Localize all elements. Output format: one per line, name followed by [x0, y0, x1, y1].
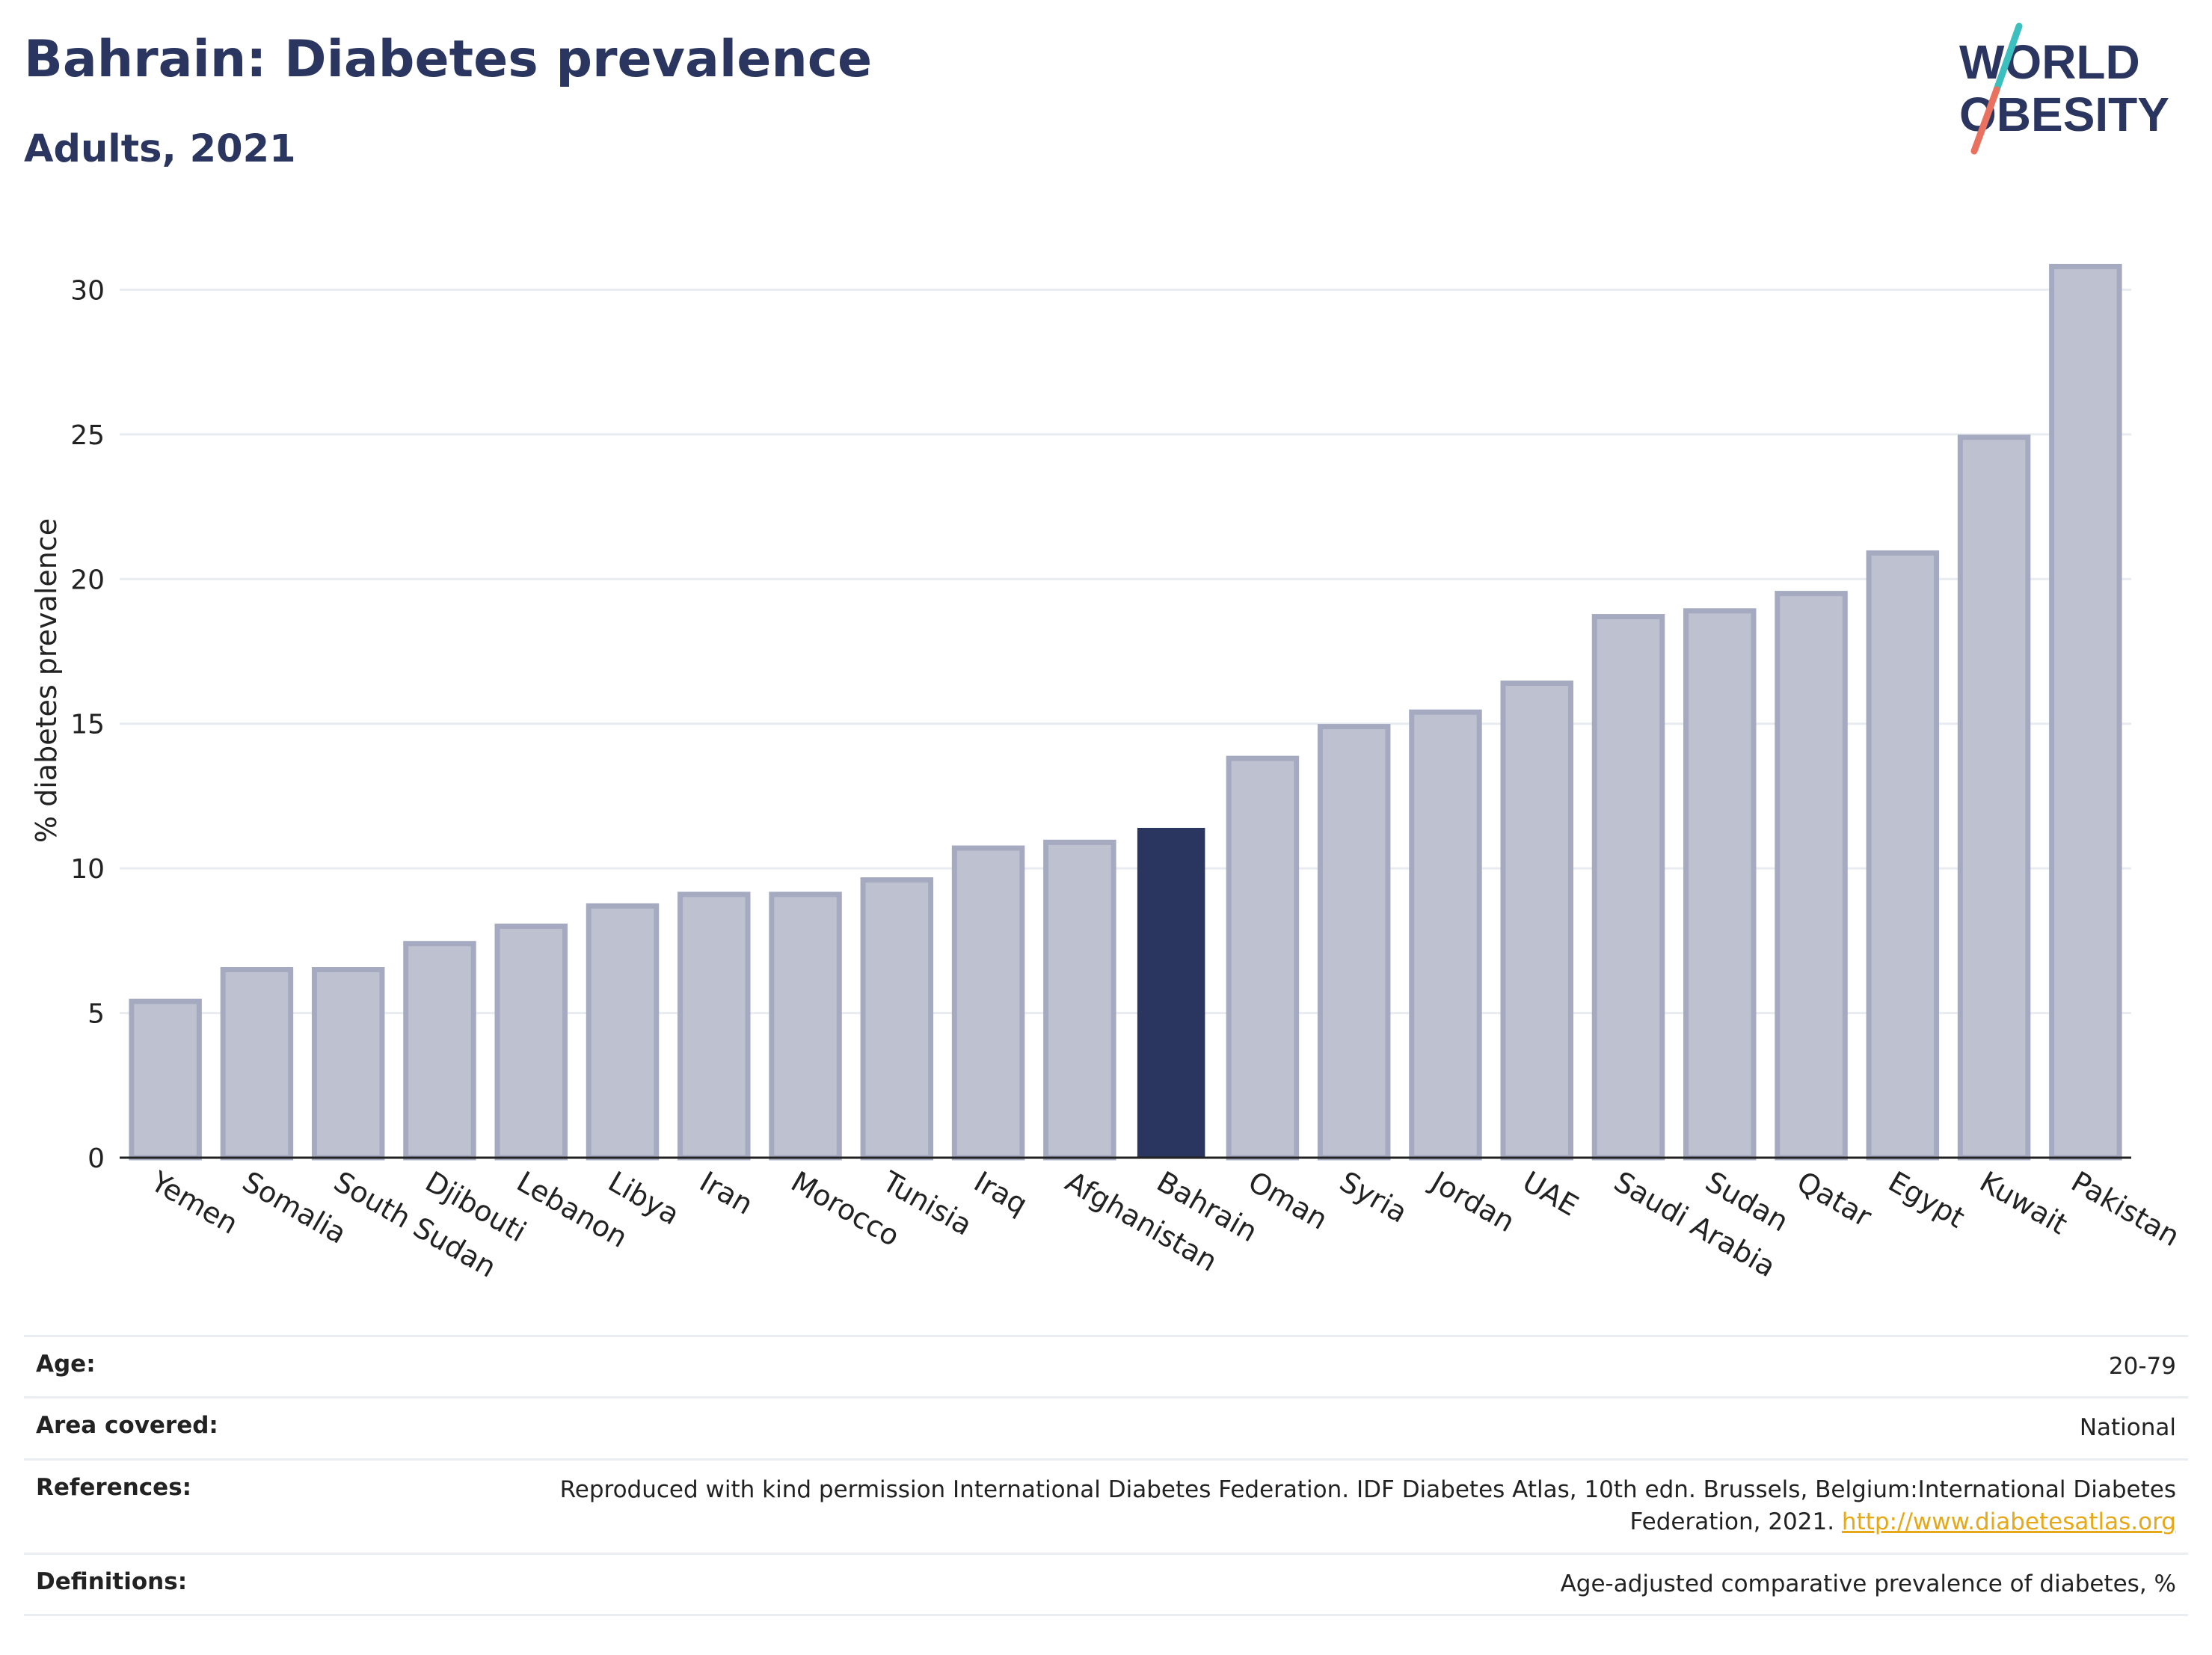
bar-uae [1500, 681, 1573, 1161]
info-row-references: References: Reproduced with kind permiss… [24, 1458, 2188, 1553]
logo-line-world: WORLD [1959, 35, 2140, 89]
definitions-value: Age-adjusted comparative prevalence of d… [1560, 1570, 2176, 1597]
info-table: Age: 20-79 Area covered: National Refere… [24, 1335, 2188, 1616]
x-tick-label: Pakistan [2065, 1165, 2185, 1253]
y-axis-label: % diabetes prevalence [30, 518, 63, 843]
logo-slash-top [1993, 22, 2023, 93]
bar-sudan [1683, 608, 1757, 1161]
y-tick-label: 5 [87, 999, 105, 1030]
area-value: National [2079, 1414, 2176, 1442]
info-row-definitions: Definitions: Age-adjusted comparative pr… [24, 1552, 2188, 1616]
bar-egypt [1866, 550, 1940, 1161]
age-label: Age: [36, 1351, 96, 1378]
x-tick-label: Iran [694, 1165, 758, 1221]
references-text: Reproduced with kind permission Internat… [559, 1476, 2176, 1536]
bar-kuwait [1957, 435, 2031, 1161]
age-value: 20-79 [2108, 1353, 2176, 1380]
bar-somalia [220, 967, 294, 1161]
definitions-label: Definitions: [36, 1568, 188, 1595]
x-tick-label: Somalia [237, 1165, 352, 1250]
x-tick-label: Egypt [1883, 1165, 1970, 1235]
bar-jordan [1409, 709, 1482, 1161]
info-row-area: Area covered: National [24, 1396, 2188, 1458]
bar-qatar [1775, 591, 1848, 1161]
bar-djibouti [403, 941, 476, 1161]
bar-syria [1317, 724, 1391, 1161]
bar-iraq [951, 845, 1025, 1161]
bar-bahrain [1137, 827, 1205, 1158]
x-tick-label: Iraq [968, 1165, 1033, 1221]
references-link[interactable]: http://www.diabetesatlas.org [1841, 1508, 2176, 1536]
y-tick-label: 0 [87, 1143, 105, 1174]
bar-lebanon [494, 924, 568, 1161]
logo-slash-bottom [1970, 86, 2000, 155]
bar-saudi-arabia [1591, 614, 1665, 1161]
x-tick-label: Kuwait [1974, 1165, 2073, 1241]
y-tick-label: 20 [70, 565, 105, 595]
bar-afghanistan [1043, 839, 1116, 1161]
x-tick-label: Jordan [1425, 1164, 1520, 1239]
chart-subtitle: Adults, 2021 [24, 127, 296, 171]
references-label: References: [36, 1473, 192, 1501]
y-tick-label: 10 [70, 854, 105, 885]
references-value: Reproduced with kind permission Internat… [24, 1461, 2188, 1553]
bar-tunisia [860, 877, 934, 1161]
bar-libya [586, 903, 660, 1161]
info-row-age: Age: 20-79 [24, 1335, 2188, 1396]
bar-morocco [769, 891, 842, 1161]
y-tick-label: 15 [70, 710, 105, 740]
world-obesity-logo: WORLD OBESITY [1959, 22, 2169, 155]
bar-oman [1226, 755, 1300, 1161]
bar-yemen [129, 998, 202, 1161]
bar-pakistan [2049, 263, 2122, 1161]
x-tick-label: Qatar [1792, 1165, 1878, 1234]
area-label: Area covered: [36, 1412, 218, 1440]
bars [129, 263, 2122, 1161]
y-tick-label: 30 [70, 275, 105, 306]
y-tick-label: 25 [70, 420, 105, 451]
x-tick-label: Yemen [145, 1164, 244, 1241]
x-tick-label: UAE [1517, 1165, 1584, 1223]
chart-title: Bahrain: Diabetes prevalence [24, 30, 873, 89]
bar-iran [678, 891, 751, 1161]
bar-south-sudan [311, 967, 385, 1161]
x-tick-label: Syria [1334, 1165, 1413, 1229]
